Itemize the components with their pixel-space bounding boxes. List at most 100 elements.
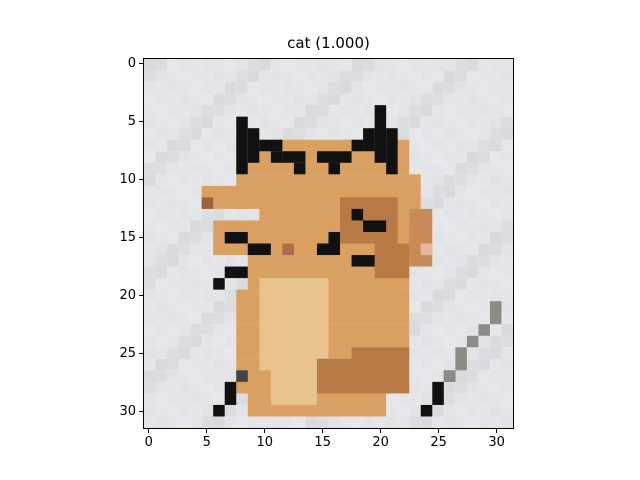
image-pixel bbox=[489, 185, 502, 198]
image-pixel bbox=[466, 393, 479, 405]
image-pixel bbox=[270, 151, 283, 163]
image-pixel bbox=[340, 416, 352, 428]
image-pixel bbox=[489, 208, 502, 221]
image-pixel bbox=[489, 139, 502, 152]
image-pixel bbox=[155, 324, 168, 336]
image-pixel bbox=[224, 162, 237, 175]
image-pixel bbox=[167, 197, 179, 209]
image-pixel bbox=[455, 93, 467, 106]
image-pixel bbox=[501, 358, 513, 371]
image-pixel bbox=[351, 139, 364, 152]
image-pixel bbox=[213, 162, 225, 175]
image-pixel bbox=[420, 116, 433, 129]
image-pixel bbox=[466, 416, 479, 428]
image-pixel bbox=[351, 116, 364, 129]
image-pixel bbox=[144, 105, 156, 117]
image-pixel bbox=[432, 301, 444, 313]
image-pixel bbox=[466, 128, 479, 140]
image-pixel bbox=[236, 208, 248, 221]
image-pixel bbox=[455, 301, 467, 313]
image-pixel bbox=[351, 70, 364, 83]
image-pixel bbox=[213, 116, 225, 129]
image-pixel bbox=[144, 324, 156, 336]
image-pixel bbox=[443, 231, 456, 244]
image-pixel bbox=[478, 105, 490, 117]
image-pixel bbox=[144, 82, 156, 94]
image-pixel bbox=[236, 82, 248, 94]
image-axes bbox=[143, 58, 514, 429]
image-pixel bbox=[455, 162, 467, 175]
image-pixel bbox=[455, 404, 467, 417]
image-pixel bbox=[443, 243, 456, 256]
image-pixel bbox=[167, 301, 179, 313]
image-pixel bbox=[201, 243, 214, 256]
image-pixel bbox=[409, 70, 421, 83]
image-pixel bbox=[478, 347, 490, 359]
image-pixel bbox=[305, 105, 317, 117]
image-pixel bbox=[167, 255, 179, 267]
image-pixel bbox=[501, 278, 513, 290]
image-pixel bbox=[213, 255, 225, 267]
image-pixel bbox=[489, 335, 502, 348]
image-pixel bbox=[420, 266, 433, 279]
image-pixel bbox=[420, 139, 433, 152]
image-pixel bbox=[501, 116, 513, 129]
image-pixel bbox=[443, 220, 456, 232]
image-pixel bbox=[144, 347, 156, 359]
image-pixel bbox=[259, 93, 271, 106]
y-tick-label: 15 bbox=[119, 229, 136, 245]
image-pixel bbox=[501, 243, 513, 256]
image-pixel bbox=[316, 128, 329, 140]
image-pixel bbox=[213, 358, 225, 371]
image-pixel bbox=[178, 174, 191, 186]
image-pixel bbox=[501, 128, 513, 140]
image-pixel bbox=[144, 220, 156, 232]
image-pixel bbox=[363, 59, 375, 71]
image-pixel bbox=[155, 393, 168, 405]
image-pixel bbox=[178, 128, 191, 140]
image-pixel bbox=[409, 301, 421, 313]
image-pixel bbox=[501, 162, 513, 175]
image-pixel bbox=[397, 93, 410, 106]
image-pixel bbox=[316, 93, 329, 106]
image-pixel bbox=[190, 347, 202, 359]
image-pixel bbox=[420, 151, 433, 163]
image-pixel bbox=[489, 289, 502, 302]
image-pixel bbox=[478, 278, 490, 290]
image-pixel bbox=[190, 358, 202, 371]
image-pixel bbox=[409, 116, 421, 129]
image-pixel bbox=[432, 220, 444, 232]
y-tick-mark bbox=[139, 411, 143, 413]
image-pixel bbox=[501, 185, 513, 198]
y-tick-mark bbox=[139, 121, 143, 123]
image-pixel bbox=[178, 381, 191, 394]
image-pixel bbox=[340, 128, 352, 140]
image-pixel bbox=[351, 416, 364, 428]
image-pixel bbox=[236, 59, 248, 71]
image-pixel bbox=[178, 358, 191, 371]
image-pixel bbox=[155, 404, 168, 417]
image-pixel bbox=[443, 347, 456, 359]
image-pixel bbox=[155, 59, 168, 71]
image-pixel bbox=[351, 59, 364, 71]
image-pixel bbox=[213, 370, 225, 382]
image-pixel bbox=[247, 105, 260, 117]
image-pixel bbox=[466, 174, 479, 186]
image-pixel bbox=[190, 220, 202, 232]
image-pixel bbox=[443, 128, 456, 140]
image-pixel bbox=[282, 82, 294, 94]
image-pixel bbox=[155, 255, 168, 267]
image-pixel bbox=[420, 358, 433, 371]
image-pixel bbox=[178, 151, 191, 163]
image-pixel bbox=[489, 358, 502, 371]
image-pixel bbox=[224, 266, 248, 279]
image-pixel bbox=[455, 139, 467, 152]
image-pixel bbox=[236, 393, 248, 405]
image-pixel bbox=[201, 139, 214, 152]
image-pixel bbox=[432, 278, 444, 290]
image-pixel bbox=[397, 393, 410, 405]
image-pixel bbox=[155, 70, 168, 83]
image-pixel bbox=[224, 347, 237, 359]
image-pixel bbox=[167, 404, 179, 417]
image-pixel bbox=[420, 128, 433, 140]
